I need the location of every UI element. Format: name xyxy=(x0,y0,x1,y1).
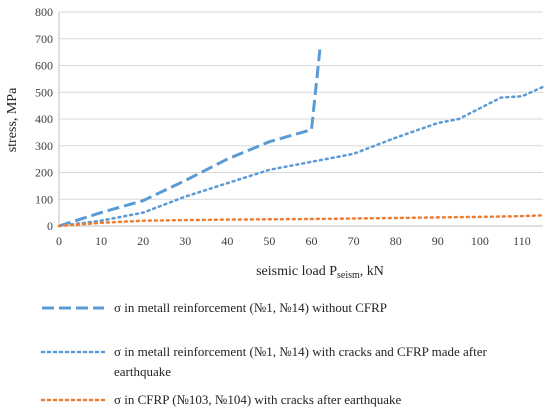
x-tick-label: 40 xyxy=(221,234,233,248)
grid-lines xyxy=(58,11,543,227)
legend-label-3: σ in CFRP (№103, №104) with cracks after… xyxy=(114,392,402,407)
series-line-3 xyxy=(57,214,545,228)
x-tick-label: 70 xyxy=(348,234,360,248)
series-line-1 xyxy=(58,49,322,228)
x-tick-label: 50 xyxy=(263,234,275,248)
y-tick-label: 0 xyxy=(47,219,53,233)
legend-label-2-line-1: σ in metall reinforcement (№1, №14) with… xyxy=(114,344,488,359)
y-tick-label: 600 xyxy=(35,59,53,73)
y-tick-label: 800 xyxy=(35,5,53,19)
x-tick-labels: 0 10 20 30 40 50 60 70 80 90 100 110 xyxy=(56,234,531,248)
x-tick-label: 20 xyxy=(137,234,149,248)
y-tick-labels: 0 100 200 300 400 500 600 700 800 xyxy=(35,5,53,233)
x-axis-title-subscript: seism xyxy=(337,270,360,281)
x-tick-label: 60 xyxy=(306,234,318,248)
x-tick-label: 90 xyxy=(432,234,444,248)
y-tick-label: 700 xyxy=(35,32,53,46)
x-tick-label: 0 xyxy=(56,234,62,248)
legend-label-2-line-2: earthquake xyxy=(114,364,171,379)
x-tick-label: 80 xyxy=(390,234,402,248)
x-tick-label: 100 xyxy=(471,234,489,248)
y-tick-label: 400 xyxy=(35,112,53,126)
y-tick-label: 200 xyxy=(35,166,53,180)
x-axis-title-main: seismic load P xyxy=(256,264,337,279)
x-axis-title-unit: , kN xyxy=(360,264,384,279)
legend-label-1: σ in metall reinforcement (№1, №14) with… xyxy=(114,300,387,315)
y-tick-label: 100 xyxy=(35,192,53,206)
legend: σ in metall reinforcement (№1, №14) with… xyxy=(40,300,488,407)
y-axis-title: stress, MPa xyxy=(5,87,20,152)
y-tick-label: 500 xyxy=(35,85,53,99)
x-tick-label: 30 xyxy=(179,234,191,248)
x-axis-title: seismic load Pseism, kN xyxy=(256,264,384,281)
y-tick-label: 300 xyxy=(35,139,53,153)
x-tick-label: 110 xyxy=(513,234,531,248)
x-tick-label: 10 xyxy=(95,234,107,248)
series-lines xyxy=(57,49,545,228)
